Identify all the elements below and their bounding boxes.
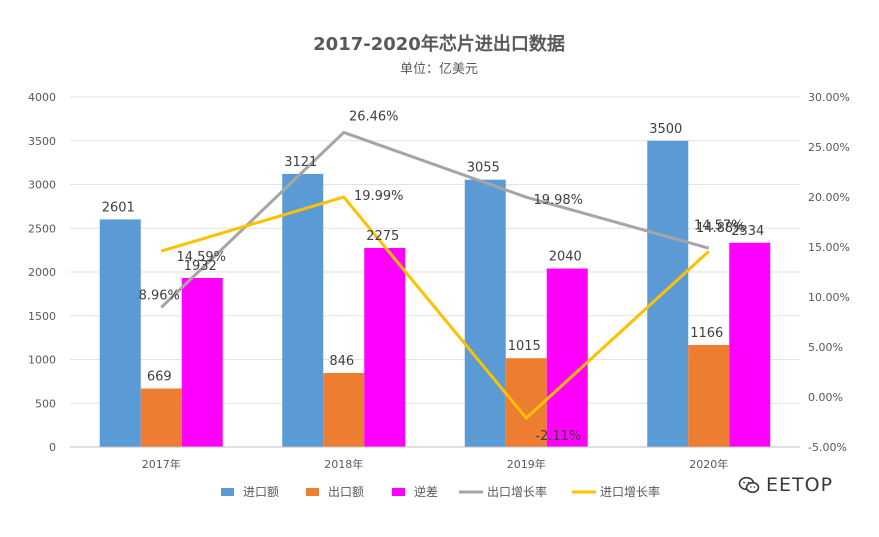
y2-tick-label: 30.00% (808, 91, 850, 104)
line-data-label: -2.11% (535, 429, 581, 444)
legend-swatch (392, 488, 405, 496)
bar-data-label: 2601 (102, 200, 135, 215)
x-tick-label: 2018年 (324, 457, 363, 471)
y-tick-label: 4000 (28, 91, 56, 104)
y-tick-label: 0 (49, 441, 56, 454)
bar (140, 388, 182, 447)
y2-tick-label: 15.00% (808, 241, 850, 254)
watermark: EETOP (738, 474, 833, 496)
bar (323, 372, 365, 447)
y2-tick-label: -5.00% (808, 441, 847, 454)
legend-label: 出口额 (328, 485, 364, 499)
legend-label: 进口额 (243, 485, 279, 499)
y-tick-label: 500 (35, 397, 56, 410)
bar (282, 173, 324, 447)
bar-data-label: 2334 (731, 224, 764, 239)
x-tick-label: 2017年 (142, 457, 181, 471)
bar (181, 277, 223, 447)
bar (364, 247, 406, 447)
bar (729, 242, 771, 447)
legend-swatch (306, 488, 319, 496)
x-tick-label: 2019年 (507, 457, 546, 471)
chart-subtitle: 单位：亿美元 (400, 62, 478, 77)
y-tick-label: 3000 (28, 179, 56, 192)
y-tick-label: 2000 (28, 266, 56, 279)
line-data-label: 19.98% (533, 193, 583, 208)
y2-tick-label: 0.00% (808, 391, 843, 404)
bar-data-label: 2040 (549, 250, 582, 265)
x-tick-label: 2020年 (689, 457, 728, 471)
series-line (160, 195, 710, 420)
chart-title: 2017-2020年芯片进出口数据 (313, 33, 565, 55)
bar-data-label: 3500 (649, 122, 682, 137)
bar-data-label: 846 (329, 354, 354, 369)
y2-tick-label: 25.00% (808, 141, 850, 154)
wechat-icon (738, 476, 760, 494)
legend-label: 进口增长率 (600, 484, 660, 499)
bar (688, 344, 730, 447)
y2-tick-label: 5.00% (808, 341, 843, 354)
legend-swatch (221, 488, 234, 496)
bar-data-label: 2275 (366, 229, 399, 244)
bar (546, 268, 588, 447)
line-data-label: 19.99% (354, 189, 404, 204)
y2-tick-label: 20.00% (808, 191, 850, 204)
bar (647, 140, 689, 447)
bar-data-label: 669 (147, 369, 172, 384)
legend-label: 逆差 (414, 484, 438, 499)
legend-label: 出口增长率 (487, 484, 547, 499)
y-tick-label: 1500 (28, 310, 56, 323)
bar (464, 179, 506, 447)
line-data-label: 14.57% (694, 218, 744, 233)
y-tick-label: 2500 (28, 222, 56, 235)
y-tick-label: 1000 (28, 354, 56, 367)
y2-tick-label: 10.00% (808, 291, 850, 304)
watermark-text: EETOP (766, 474, 834, 496)
bar (99, 219, 141, 447)
bar-data-label: 1166 (690, 326, 723, 341)
bar-data-label: 1932 (184, 259, 217, 274)
line-data-label: 14.88% (696, 221, 746, 236)
line-data-label: 26.46% (349, 109, 399, 124)
bar-data-label: 1015 (508, 339, 541, 354)
line-data-label: 8.96% (139, 288, 180, 303)
bar-data-label: 3121 (284, 155, 317, 170)
y-tick-label: 3500 (28, 135, 56, 148)
series-line (160, 130, 710, 309)
bar-data-label: 3055 (467, 161, 500, 176)
line-data-label: 14.59% (176, 250, 226, 265)
